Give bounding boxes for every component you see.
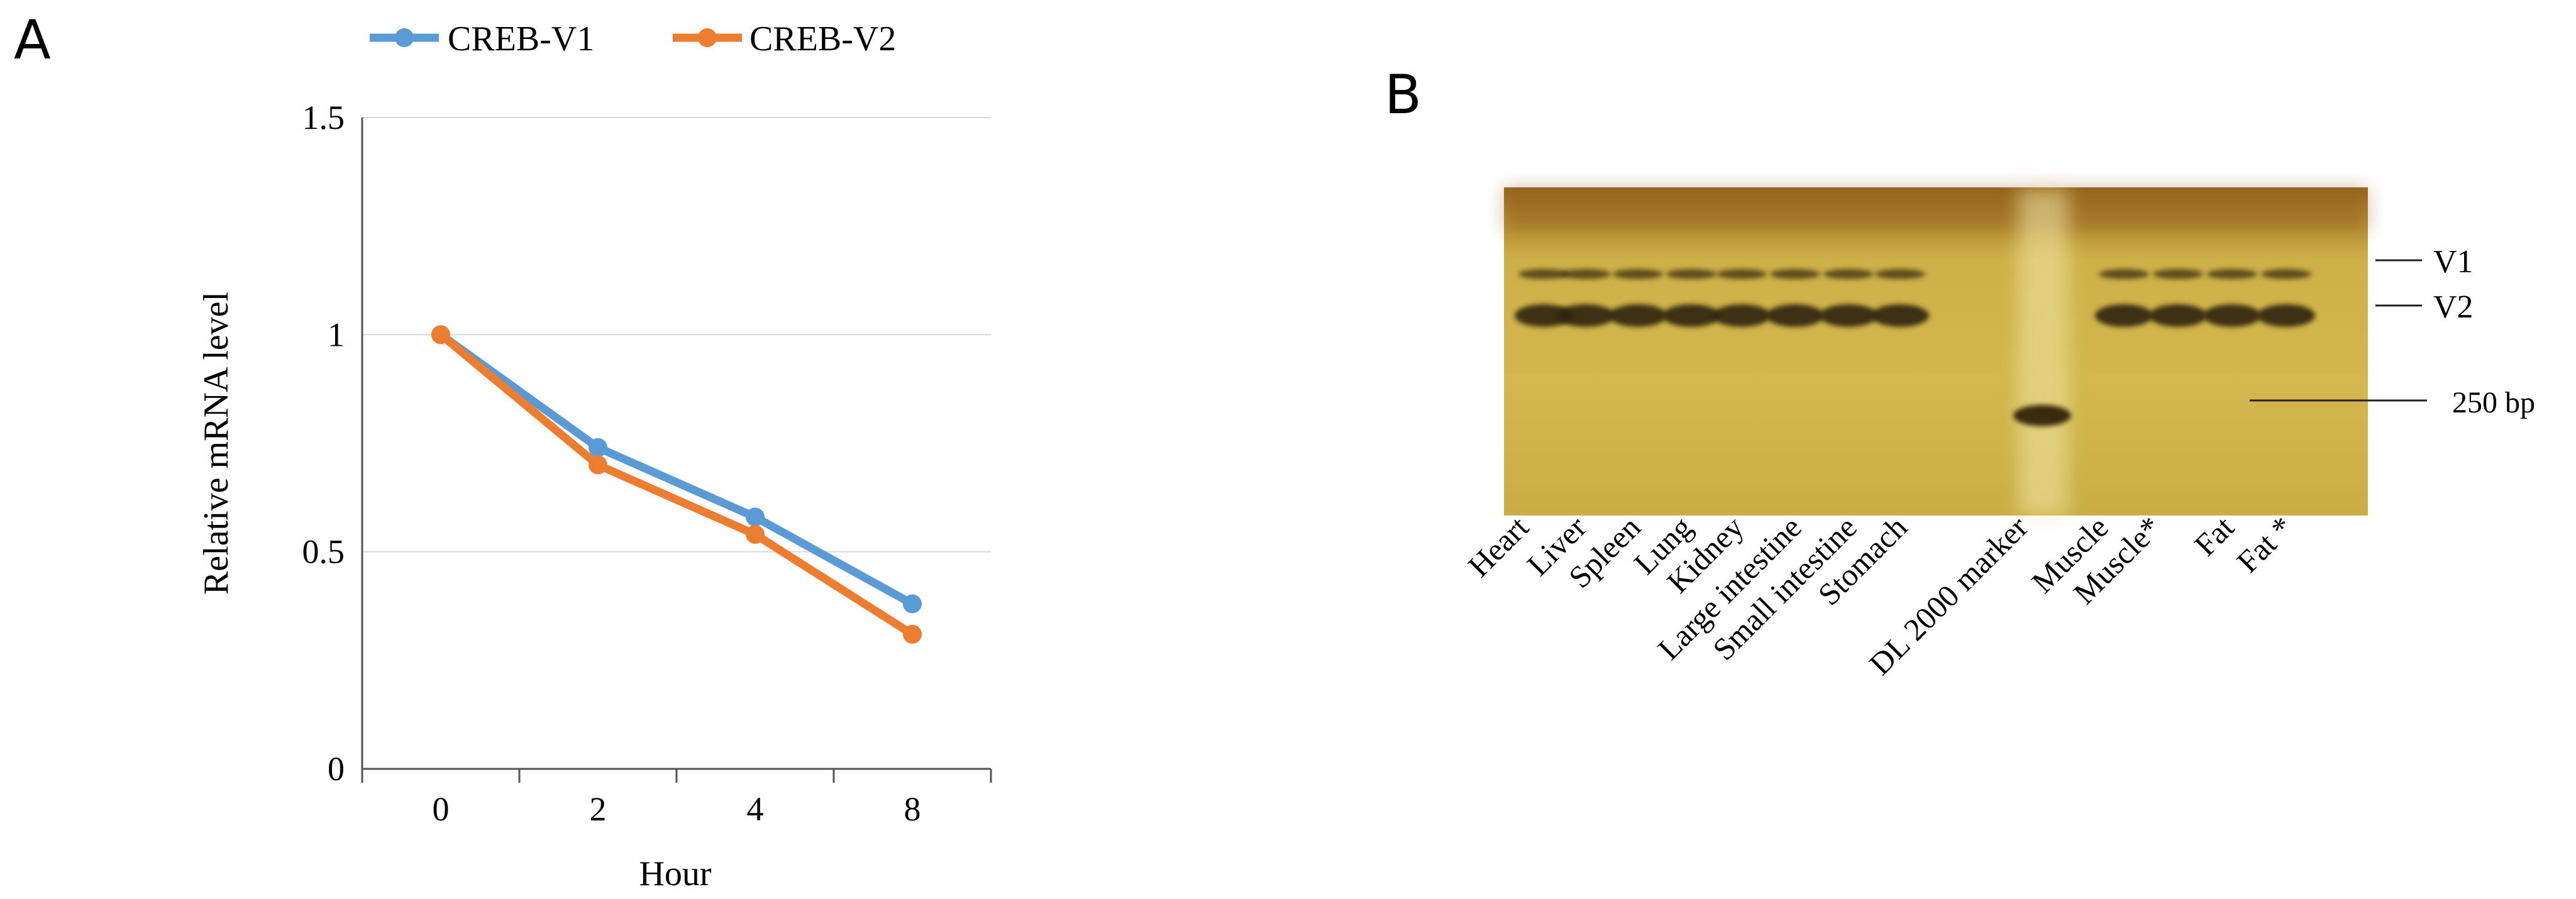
series-line-1 — [438, 331, 915, 608]
x-tick-labels: 0 2 4 8 — [433, 790, 921, 828]
band-v2 — [2149, 304, 2207, 327]
band-label-v1: V1 — [2433, 244, 2474, 280]
band-v1 — [1823, 269, 1874, 279]
legend-marker-dot-v1 — [395, 28, 414, 47]
line-chart: 0 0.5 1 1.5 0 2 4 8 Relative mRNA level Hour C… — [197, 19, 992, 893]
series-2-point — [746, 525, 765, 544]
band-v1 — [1875, 269, 1925, 279]
x-tick-label: 0 — [433, 790, 450, 828]
x-tick-label: 4 — [747, 790, 764, 828]
series-1-point — [589, 438, 607, 457]
band-indicators: V1 V2 250 bp — [2250, 244, 2535, 419]
legend-entry-v2: CREB-V2 — [749, 19, 896, 58]
band-v2 — [2095, 304, 2153, 327]
y-tick-labels: 0 0.5 1 1.5 — [302, 99, 345, 788]
y-axis-label: Relative mRNA level — [197, 292, 236, 595]
band-v2 — [1557, 304, 1615, 327]
legend-entry-v1: CREB-V1 — [448, 19, 594, 58]
y-tick-label: 0.5 — [302, 533, 345, 571]
band-v2 — [1662, 304, 1720, 327]
y-tick-label: 0 — [328, 750, 345, 788]
series-2-point — [903, 624, 922, 644]
marker-band — [2013, 405, 2071, 426]
series-2-point — [589, 455, 607, 475]
chart-gridlines — [362, 117, 991, 553]
band-v1 — [1716, 269, 1767, 279]
y-tick-label: 1.5 — [302, 99, 345, 136]
band-v2 — [1871, 304, 1929, 327]
gel-top-shadow — [1504, 187, 2368, 231]
band-v1 — [2261, 269, 2311, 279]
y-tick-label: 1 — [328, 316, 345, 353]
band-v1 — [1770, 269, 1820, 279]
band-v1 — [1613, 269, 1663, 279]
band-label-250bp: 250 bp — [2452, 386, 2535, 419]
band-v2 — [1766, 304, 1824, 327]
series-1-point — [746, 507, 765, 527]
band-v1 — [2153, 269, 2203, 279]
band-v2 — [1713, 304, 1771, 327]
x-tick-marks — [361, 769, 992, 783]
marker-lane-streak — [2018, 189, 2069, 516]
panel-a-letter: A — [14, 9, 51, 72]
gel-lane-label: Fat * — [2230, 509, 2299, 579]
band-v1 — [1561, 269, 1611, 279]
gel-background — [1504, 187, 2368, 516]
band-v2 — [1515, 304, 1573, 327]
band-v2 — [1609, 304, 1667, 327]
chart-series — [431, 325, 922, 644]
band-v1 — [2207, 269, 2257, 279]
series-line-2 — [438, 331, 915, 638]
band-v2 — [2203, 304, 2261, 327]
x-tick-label: 2 — [590, 790, 607, 828]
x-tick-label: 8 — [904, 790, 921, 828]
band-label-v2: V2 — [2433, 289, 2474, 325]
band-v1 — [1666, 269, 1716, 279]
legend-marker-dot-v2 — [698, 28, 717, 47]
band-v2 — [2257, 304, 2315, 327]
gel-image — [1504, 187, 2368, 516]
panel-b-letter: B — [1385, 63, 1422, 126]
gel-bands — [1515, 269, 2315, 426]
band-v1 — [1518, 269, 1569, 279]
series-1-point — [903, 594, 922, 614]
x-axis-label: Hour — [639, 854, 711, 893]
band-v1 — [2099, 269, 2149, 279]
chart-legend: CREB-V1 CREB-V2 — [370, 19, 896, 58]
band-v2 — [1820, 304, 1877, 327]
series-2-point — [431, 325, 450, 345]
gel-lane-label: Heart — [1461, 509, 1535, 583]
